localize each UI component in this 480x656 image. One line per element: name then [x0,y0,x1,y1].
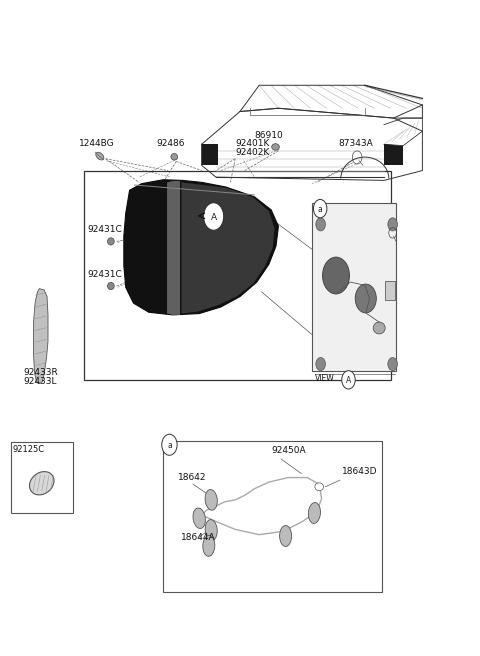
Bar [312,203,396,371]
Ellipse shape [308,502,321,523]
Ellipse shape [108,282,114,290]
Text: 86910: 86910 [254,131,283,140]
Ellipse shape [171,154,178,160]
Polygon shape [181,182,275,314]
Text: 18642: 18642 [178,472,206,482]
Circle shape [355,284,376,313]
Ellipse shape [193,508,205,529]
Polygon shape [384,144,403,165]
Ellipse shape [205,520,217,541]
Ellipse shape [96,152,104,160]
Polygon shape [34,289,48,384]
Ellipse shape [203,535,215,556]
Ellipse shape [315,483,324,491]
Text: 1244BG: 1244BG [79,139,115,148]
Bar [385,281,395,300]
Text: 18643D: 18643D [342,467,378,476]
Text: A: A [211,213,216,222]
Polygon shape [124,180,278,315]
Ellipse shape [373,322,385,334]
Ellipse shape [272,144,279,150]
Circle shape [342,371,355,389]
Ellipse shape [30,472,54,495]
Ellipse shape [108,237,114,245]
Circle shape [388,218,397,231]
Bar [84,171,391,380]
Circle shape [162,434,177,455]
Text: 92433R: 92433R [23,368,58,377]
Text: 92401K: 92401K [235,139,270,148]
Circle shape [313,199,327,218]
Text: 92402K: 92402K [235,148,269,157]
Circle shape [323,257,349,294]
Text: 92433L: 92433L [23,377,57,386]
Text: A: A [346,376,351,385]
Ellipse shape [205,489,217,510]
Text: 92450A: 92450A [271,446,306,455]
Text: 87343A: 87343A [338,139,373,148]
Text: 92431C: 92431C [88,270,122,279]
Circle shape [204,203,224,230]
Polygon shape [167,181,180,315]
Text: 18644A: 18644A [181,533,216,542]
Text: VIEW: VIEW [315,374,335,383]
Circle shape [388,358,397,371]
Text: 92486: 92486 [156,139,184,148]
Circle shape [316,358,325,371]
Polygon shape [202,144,218,165]
Text: 92125C: 92125C [13,445,45,455]
Bar [11,442,73,513]
Circle shape [316,218,325,231]
Text: 92431C: 92431C [88,225,122,234]
Text: a: a [318,205,323,214]
Bar [163,441,382,592]
Ellipse shape [279,525,291,546]
Text: a: a [167,441,172,450]
